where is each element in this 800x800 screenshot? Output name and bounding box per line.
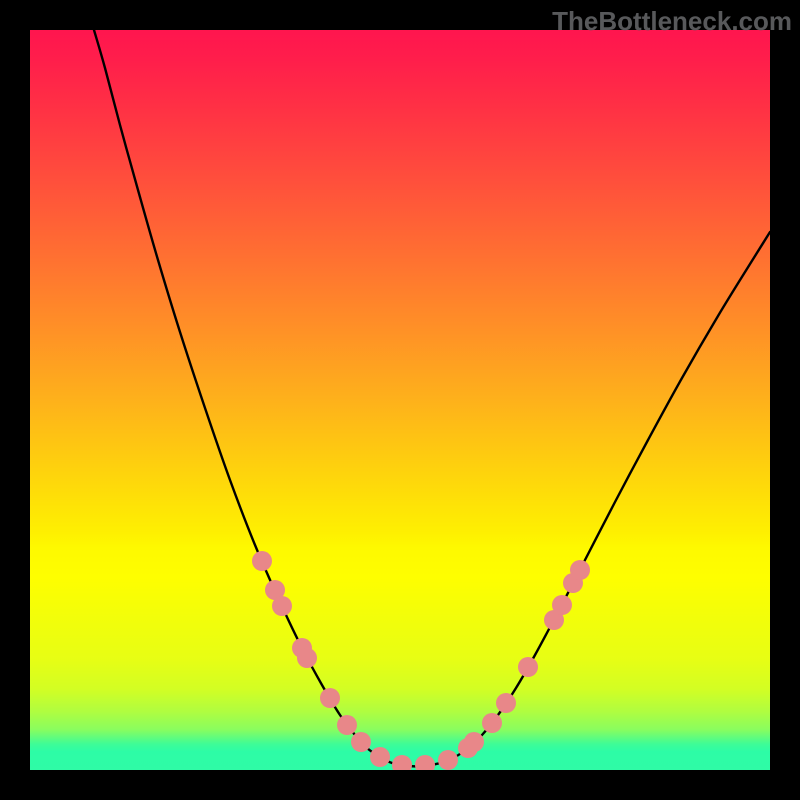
data-marker — [438, 750, 458, 770]
data-marker — [518, 657, 538, 677]
gradient-background — [30, 30, 770, 770]
data-marker — [252, 551, 272, 571]
chart-container: TheBottleneck.com — [0, 0, 800, 800]
watermark-text: TheBottleneck.com — [552, 6, 792, 37]
data-marker — [464, 732, 484, 752]
data-marker — [482, 713, 502, 733]
plot-area — [30, 30, 770, 770]
data-marker — [351, 732, 371, 752]
data-marker — [272, 596, 292, 616]
data-marker — [496, 693, 516, 713]
data-marker — [297, 648, 317, 668]
data-marker — [370, 747, 390, 767]
data-marker — [552, 595, 572, 615]
chart-svg — [30, 30, 770, 770]
data-marker — [337, 715, 357, 735]
data-marker — [570, 560, 590, 580]
data-marker — [320, 688, 340, 708]
